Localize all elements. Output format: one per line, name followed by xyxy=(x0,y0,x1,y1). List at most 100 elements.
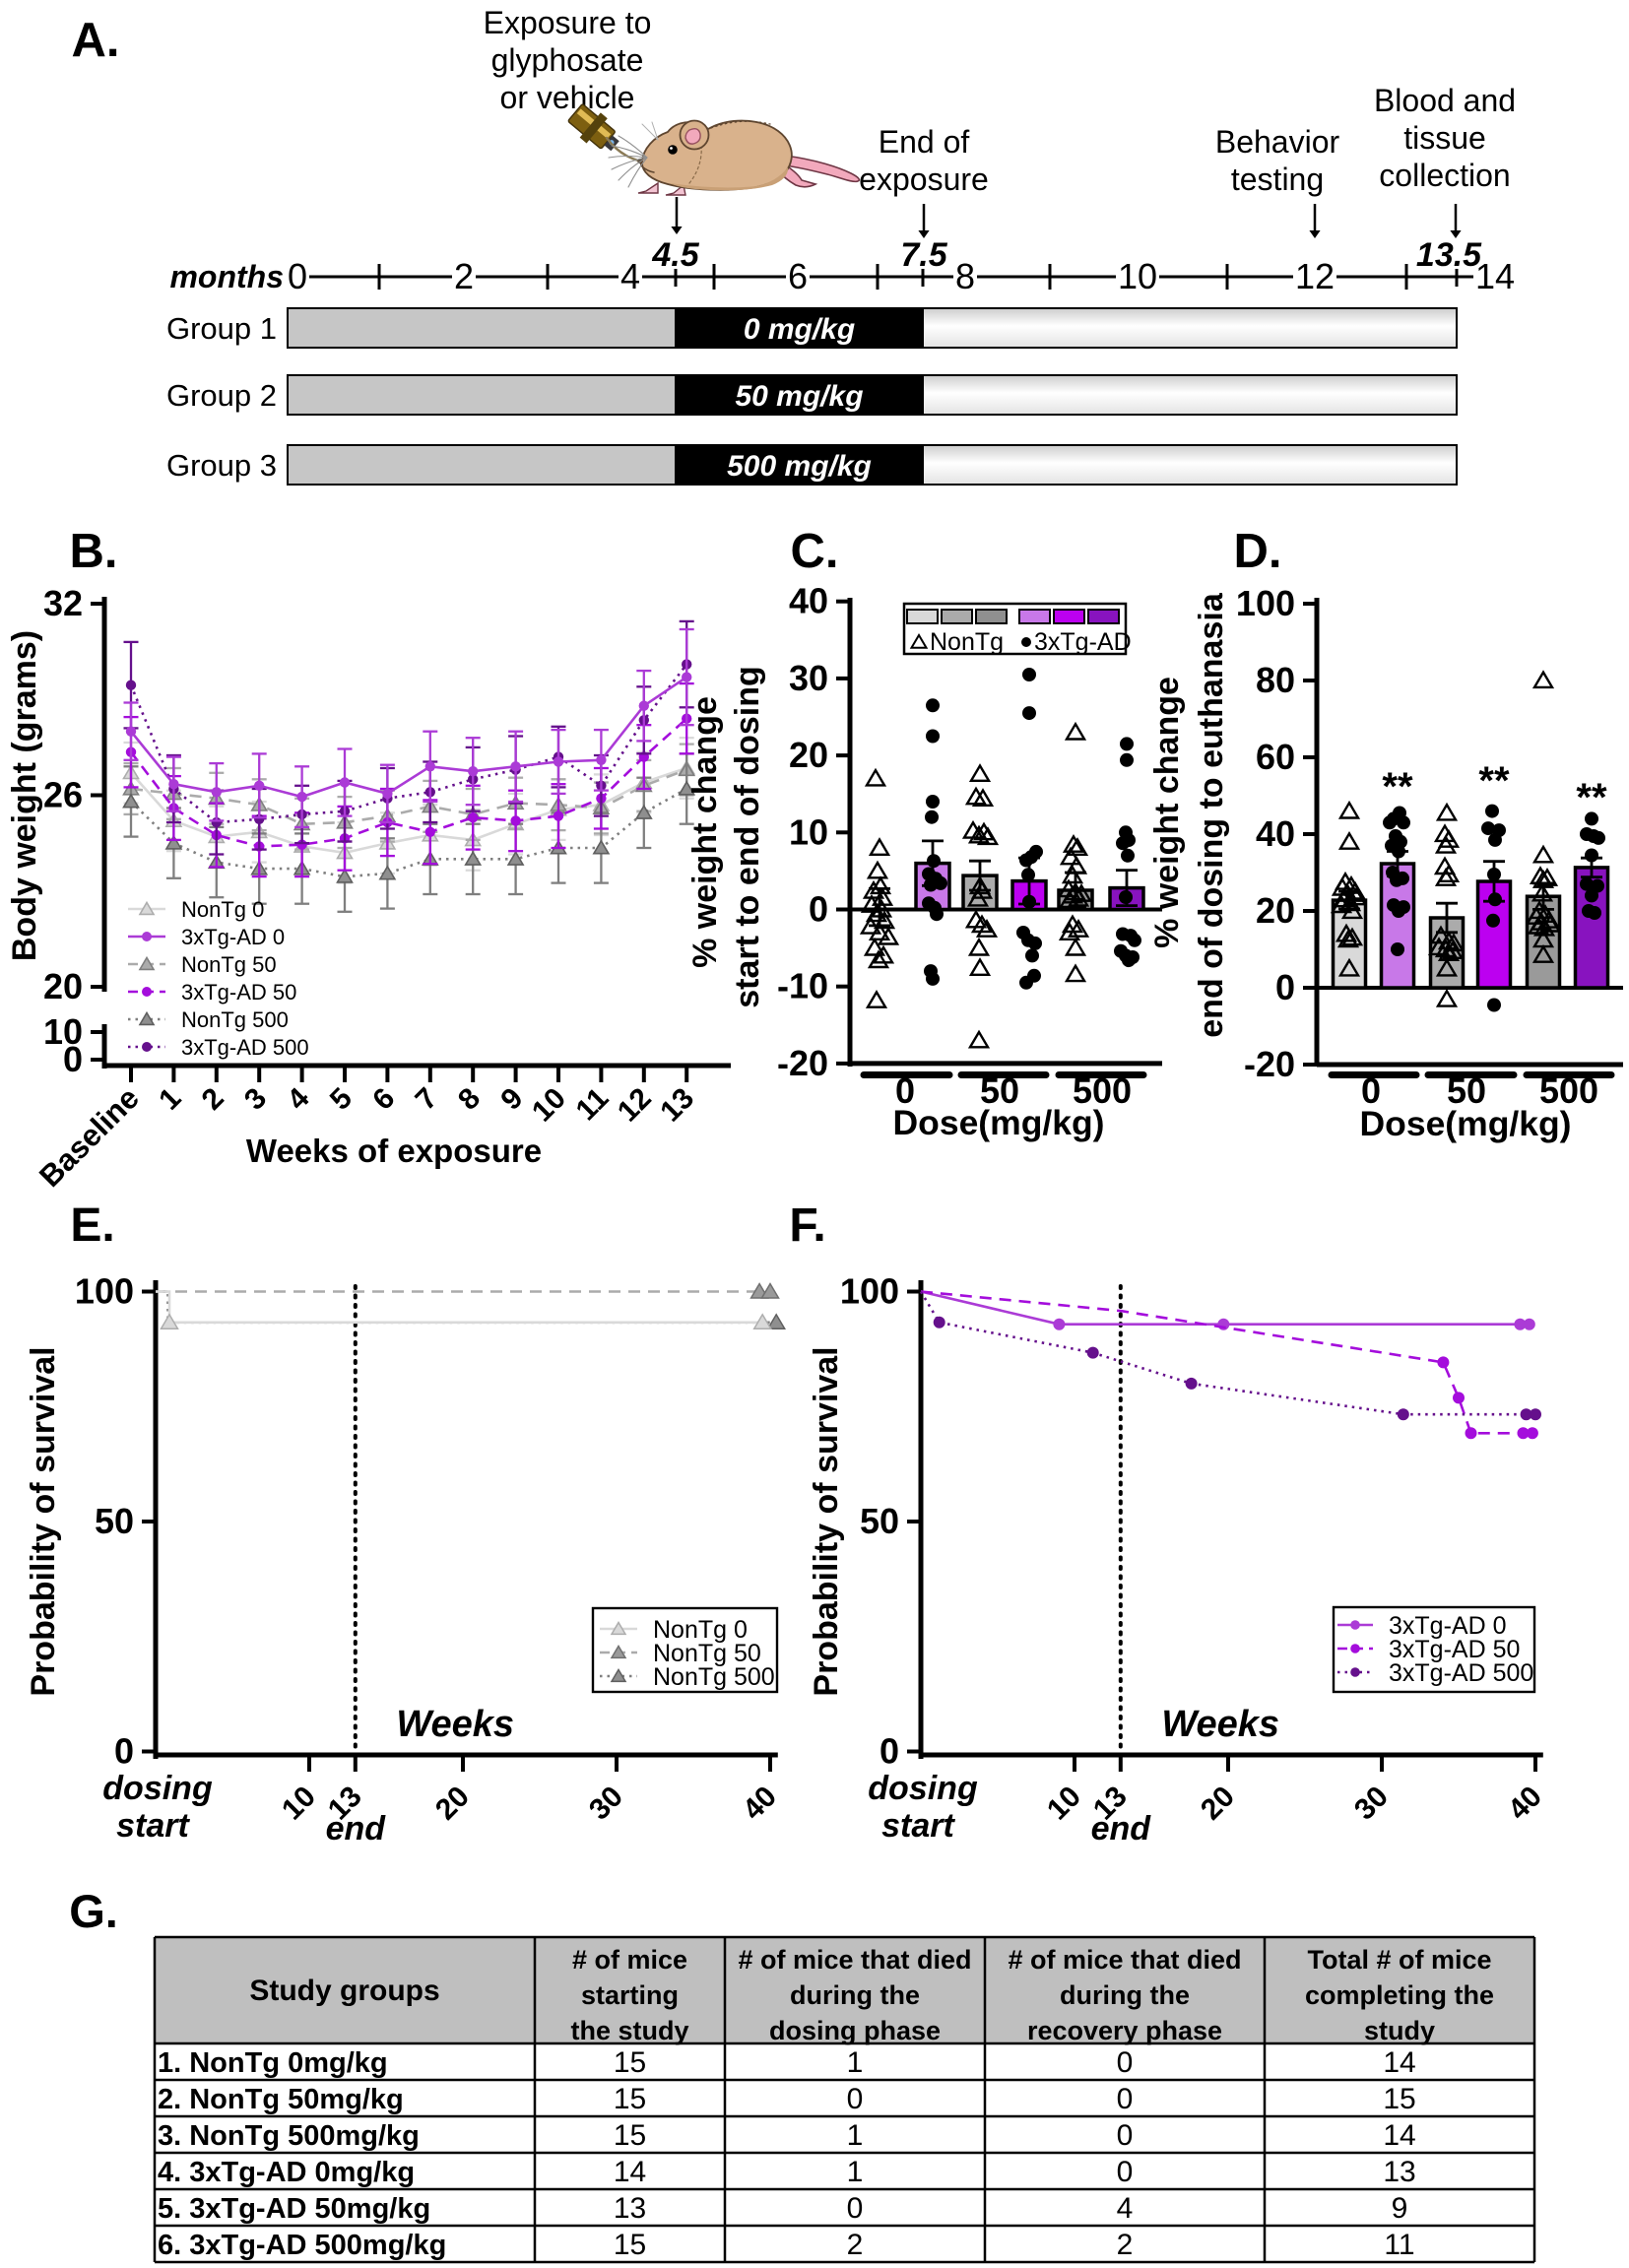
svg-text:2. NonTg 50mg/kg: 2. NonTg 50mg/kg xyxy=(158,2084,404,2115)
svg-text:4. 3xTg-AD 0mg/kg: 4. 3xTg-AD 0mg/kg xyxy=(158,2157,415,2188)
svg-text:100: 100 xyxy=(75,1271,134,1312)
svg-text:Probability of survival: Probability of survival xyxy=(25,1346,62,1696)
svg-text:2: 2 xyxy=(1117,2229,1134,2261)
svg-text:0: 0 xyxy=(1117,2046,1134,2079)
svg-text:dosing phase: dosing phase xyxy=(769,2016,941,2045)
svg-text:the study: the study xyxy=(570,2016,688,2045)
svg-text:% weight change: % weight change xyxy=(686,696,724,968)
svg-text:or vehicle: or vehicle xyxy=(500,80,635,115)
svg-text:13: 13 xyxy=(1383,2156,1415,2188)
svg-text:7.5: 7.5 xyxy=(900,236,947,274)
svg-text:study: study xyxy=(1364,2016,1435,2045)
svg-text:9: 9 xyxy=(1392,2192,1408,2225)
svg-text:collection: collection xyxy=(1379,158,1510,193)
svg-text:% weight change: % weight change xyxy=(1148,677,1186,948)
svg-text:0 mg/kg: 0 mg/kg xyxy=(744,313,855,346)
svg-text:32: 32 xyxy=(43,583,83,623)
svg-text:testing: testing xyxy=(1231,162,1324,197)
svg-text:-10: -10 xyxy=(777,966,828,1006)
svg-text:0: 0 xyxy=(114,1731,134,1772)
svg-text:NonTg 50: NonTg 50 xyxy=(653,1640,761,1667)
svg-text:100: 100 xyxy=(1236,583,1295,623)
svg-text:end: end xyxy=(1091,1810,1152,1847)
svg-text:-20: -20 xyxy=(1244,1044,1295,1084)
svg-text:end of dosing to euthanasia: end of dosing to euthanasia xyxy=(1193,592,1230,1038)
svg-text:15: 15 xyxy=(614,2119,646,2152)
svg-text:30: 30 xyxy=(789,658,828,698)
svg-text:# of mice that died: # of mice that died xyxy=(1008,1945,1241,1975)
svg-text:13: 13 xyxy=(614,2192,646,2225)
svg-text:15: 15 xyxy=(614,2046,646,2079)
svg-text:20: 20 xyxy=(43,966,83,1006)
svg-text:0: 0 xyxy=(1117,2156,1134,2188)
svg-text:40: 40 xyxy=(789,581,828,621)
svg-text:# of mice that died: # of mice that died xyxy=(738,1945,971,1975)
svg-text:1: 1 xyxy=(847,2046,864,2079)
svg-text:4: 4 xyxy=(1117,2192,1134,2225)
svg-text:12: 12 xyxy=(1295,256,1335,296)
svg-text:14: 14 xyxy=(614,2156,646,2188)
svg-text:0: 0 xyxy=(288,256,307,296)
svg-text:0: 0 xyxy=(809,889,828,930)
svg-text:dosing: dosing xyxy=(868,1770,978,1807)
svg-text:Dose(mg/kg): Dose(mg/kg) xyxy=(893,1103,1105,1142)
svg-text:Weeks: Weeks xyxy=(396,1704,514,1745)
svg-text:100: 100 xyxy=(840,1271,899,1312)
svg-text:50 mg/kg: 50 mg/kg xyxy=(735,380,863,413)
svg-text:500: 500 xyxy=(1073,1070,1132,1111)
svg-text:Group 3: Group 3 xyxy=(166,448,277,483)
svg-text:F.: F. xyxy=(789,1199,825,1252)
svg-text:E.: E. xyxy=(70,1199,114,1252)
svg-text:80: 80 xyxy=(1256,660,1295,700)
svg-text:15: 15 xyxy=(614,2083,646,2115)
svg-text:start to end of dosing: start to end of dosing xyxy=(729,666,766,1008)
svg-text:14: 14 xyxy=(1475,256,1515,296)
svg-text:40: 40 xyxy=(1256,813,1295,854)
svg-text:6. 3xTg-AD 500mg/kg: 6. 3xTg-AD 500mg/kg xyxy=(158,2230,446,2261)
svg-text:10: 10 xyxy=(789,811,828,852)
svg-text:Probability of survival: Probability of survival xyxy=(808,1346,845,1696)
svg-text:500: 500 xyxy=(1539,1070,1598,1111)
svg-text:2: 2 xyxy=(454,256,474,296)
svg-text:Dose(mg/kg): Dose(mg/kg) xyxy=(1360,1104,1572,1143)
svg-text:50: 50 xyxy=(860,1501,899,1541)
svg-text:500 mg/kg: 500 mg/kg xyxy=(727,450,872,483)
svg-text:Weeks: Weeks xyxy=(1161,1704,1279,1745)
svg-text:0: 0 xyxy=(880,1731,899,1772)
svg-text:1. NonTg 0mg/kg: 1. NonTg 0mg/kg xyxy=(158,2047,388,2079)
svg-text:tissue: tissue xyxy=(1403,120,1486,156)
svg-text:8: 8 xyxy=(955,256,975,296)
svg-text:Group 1: Group 1 xyxy=(166,311,277,346)
svg-text:10: 10 xyxy=(1118,256,1157,296)
svg-text:start: start xyxy=(116,1807,190,1845)
svg-text:exposure: exposure xyxy=(859,162,989,197)
svg-text:5. 3xTg-AD 50mg/kg: 5. 3xTg-AD 50mg/kg xyxy=(158,2193,430,2225)
svg-text:14: 14 xyxy=(1383,2119,1415,2152)
svg-text:0: 0 xyxy=(63,1039,83,1079)
svg-text:Blood and: Blood and xyxy=(1374,83,1516,118)
svg-text:11: 11 xyxy=(1384,2229,1414,2261)
svg-text:1: 1 xyxy=(847,2156,864,2188)
svg-text:3xTg-AD: 3xTg-AD xyxy=(1034,628,1132,656)
svg-text:B.: B. xyxy=(70,525,118,578)
svg-text:C.: C. xyxy=(791,525,839,578)
svg-text:3. NonTg 500mg/kg: 3. NonTg 500mg/kg xyxy=(158,2120,420,2152)
svg-text:13.5: 13.5 xyxy=(1416,236,1482,274)
svg-text:14: 14 xyxy=(1383,2046,1415,2079)
svg-text:2: 2 xyxy=(847,2229,864,2261)
svg-text:**: ** xyxy=(1478,759,1510,803)
svg-text:completing the: completing the xyxy=(1305,1980,1494,2010)
svg-text:60: 60 xyxy=(1256,737,1295,777)
svg-text:50: 50 xyxy=(1447,1070,1486,1111)
svg-text:1: 1 xyxy=(847,2119,864,2152)
svg-text:50: 50 xyxy=(980,1070,1019,1111)
svg-text:NonTg 0: NonTg 0 xyxy=(653,1616,748,1644)
svg-text:26: 26 xyxy=(43,775,83,815)
svg-text:NonTg 500: NonTg 500 xyxy=(653,1663,775,1691)
svg-text:3xTg-AD 0: 3xTg-AD 0 xyxy=(181,925,285,949)
svg-text:Exposure to: Exposure to xyxy=(484,5,652,40)
svg-text:G.: G. xyxy=(69,1885,118,1937)
svg-text:End of: End of xyxy=(879,124,970,160)
svg-text:3xTg-AD 50: 3xTg-AD 50 xyxy=(1389,1636,1520,1663)
svg-text:# of mice: # of mice xyxy=(572,1945,687,1975)
